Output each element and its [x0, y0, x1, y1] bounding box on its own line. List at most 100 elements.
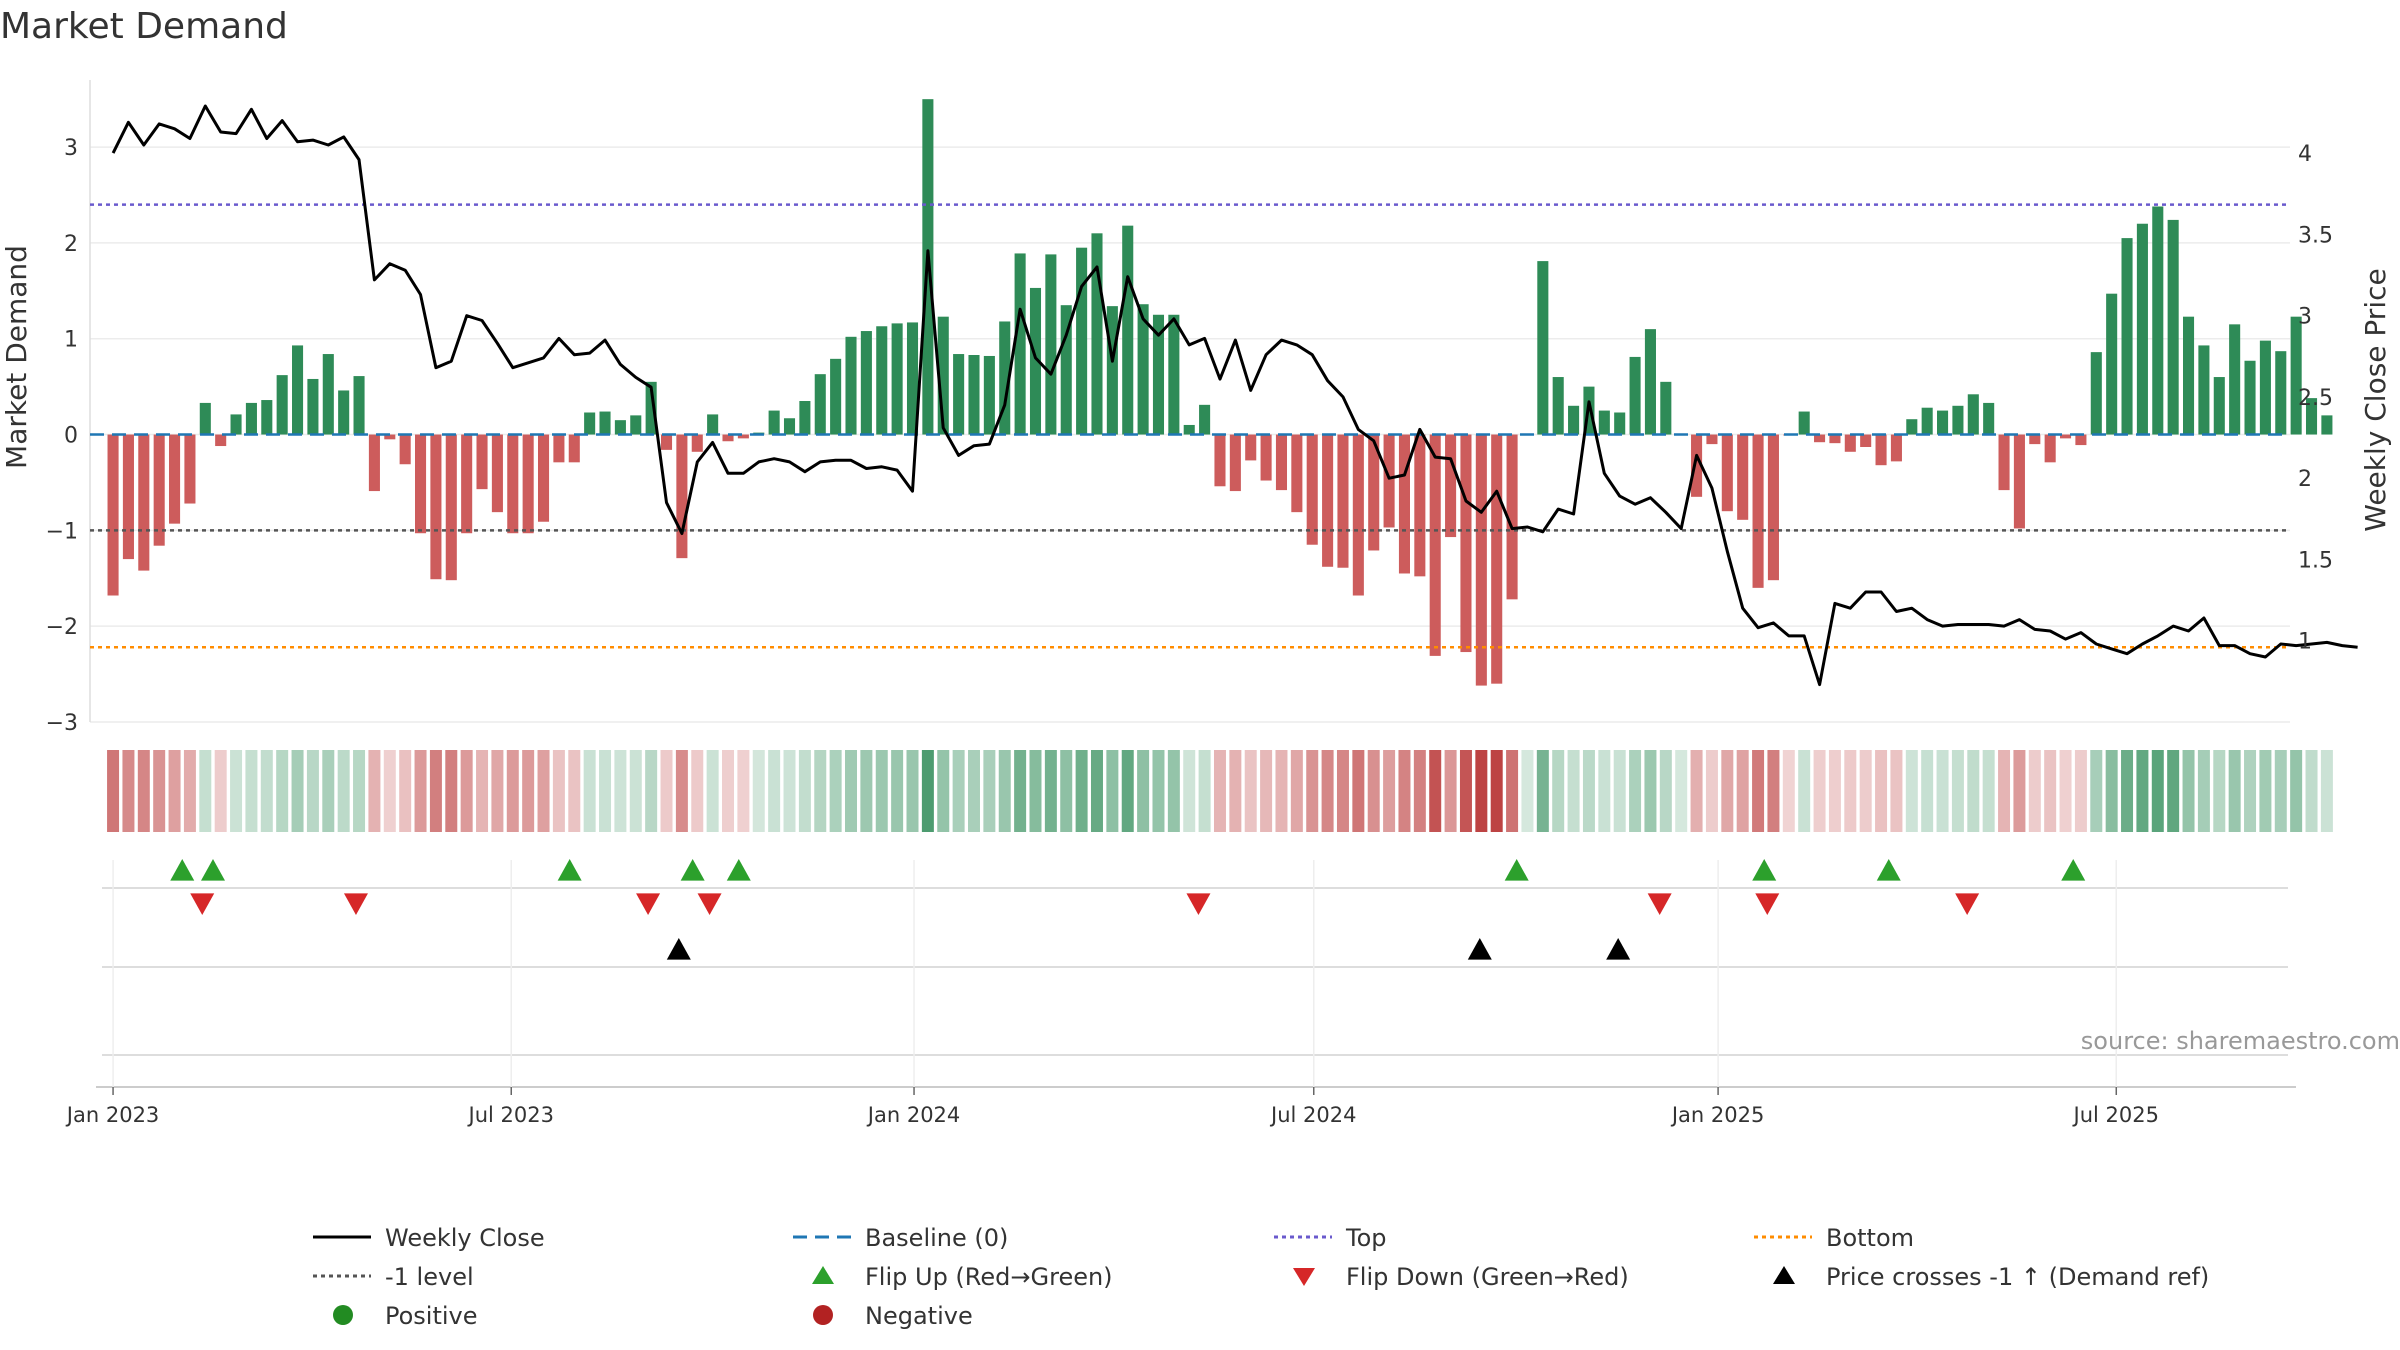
heat-cell — [1014, 750, 1027, 832]
flip-up-marker — [680, 859, 705, 881]
legend-item: Baseline (0) — [793, 1224, 1008, 1252]
demand-bar — [1168, 314, 1180, 435]
heat-cell — [1352, 750, 1365, 832]
heat-cell — [2059, 750, 2072, 832]
demand-bar — [2029, 434, 2041, 445]
heat-cell — [875, 750, 888, 832]
demand-bar — [1644, 329, 1656, 435]
heat-cell — [706, 750, 719, 832]
demand-bar — [307, 378, 319, 435]
heat-cell — [722, 750, 735, 832]
heat-cell — [2197, 750, 2210, 832]
price-series — [111, 104, 2358, 687]
heat-cell — [1659, 750, 1672, 832]
heat-cell — [998, 750, 1011, 832]
x-tick-label: Jan 2024 — [866, 1103, 961, 1127]
heat-cell — [783, 750, 796, 832]
heat-cell — [1444, 750, 1457, 832]
demand-bar — [1568, 405, 1580, 435]
demand-bar — [384, 434, 396, 440]
heat-cell — [1536, 750, 1549, 832]
heat-cell — [1598, 750, 1611, 832]
heat-cell — [798, 750, 811, 832]
heat-cell — [353, 750, 366, 832]
demand-bar — [107, 434, 119, 596]
heat-cell — [2259, 750, 2272, 832]
heat-cell — [1213, 750, 1226, 832]
demand-bar — [184, 434, 196, 504]
flip-up-marker — [200, 859, 225, 881]
demand-bar — [1322, 434, 1334, 567]
demand-bar — [1967, 394, 1979, 435]
heat-cell — [168, 750, 181, 832]
demand-bar — [860, 331, 872, 435]
heat-cell — [429, 750, 442, 832]
heat-cell — [491, 750, 504, 832]
demand-bar — [1737, 434, 1749, 520]
demand-bar — [2121, 238, 2133, 435]
heat-cell — [2105, 750, 2118, 832]
demand-bar — [153, 434, 165, 546]
demand-bar — [1137, 304, 1149, 435]
legend-item: -1 level — [313, 1263, 474, 1291]
heat-cell — [306, 750, 319, 832]
demand-bar — [983, 355, 995, 435]
demand-bar — [1721, 434, 1733, 512]
demand-bar — [1998, 434, 2010, 491]
heat-cell — [1767, 750, 1780, 832]
demand-bar — [2198, 345, 2210, 435]
heat-cell — [1321, 750, 1334, 832]
demand-bar — [1752, 434, 1764, 588]
heat-cell — [552, 750, 565, 832]
heat-cell — [245, 750, 258, 832]
y2-axis-label: Weekly Close Price — [2359, 268, 2392, 531]
demand-bar — [2013, 434, 2025, 529]
flip-down-marker — [1186, 893, 1211, 915]
legend-item: Negative — [813, 1302, 973, 1330]
y-axis-label: Market Demand — [0, 245, 33, 469]
heat-cell — [1875, 750, 1888, 832]
demand-bar — [2075, 434, 2087, 446]
demand-bar — [876, 326, 888, 435]
demand-bar — [1291, 434, 1303, 513]
heat-cell — [1828, 750, 1841, 832]
demand-bar — [1890, 434, 1902, 462]
demand-bar — [1414, 434, 1426, 577]
demand-bar — [1445, 434, 1457, 538]
demand-bar — [937, 316, 949, 435]
demand-bar — [1660, 381, 1672, 435]
demand-bar — [707, 414, 719, 435]
heat-cell — [1429, 750, 1442, 832]
heat-cell — [737, 750, 750, 832]
heat-cell — [2136, 750, 2149, 832]
heat-cell — [2121, 750, 2134, 832]
demand-bar — [999, 321, 1011, 435]
heat-cell — [1552, 750, 1565, 832]
demand-bar — [476, 434, 488, 490]
y2-tick-label: 1 — [2298, 630, 2312, 655]
heat-cell — [829, 750, 842, 832]
demand-bar — [553, 434, 565, 463]
heat-cell — [1183, 750, 1196, 832]
heat-cell — [614, 750, 627, 832]
heat-cell — [2244, 750, 2257, 832]
y-tick-label: 2 — [64, 232, 78, 257]
heat-cell — [2305, 750, 2318, 832]
heat-cell — [2290, 750, 2303, 832]
demand-bar — [507, 434, 519, 534]
demand-bar — [1029, 287, 1042, 435]
demand-bar — [2136, 223, 2148, 435]
legend-label: Price crosses -1 ↑ (Demand ref) — [1826, 1263, 2209, 1291]
demand-bar — [1122, 225, 1134, 435]
demand-bar — [1706, 434, 1718, 445]
heat-cell — [337, 750, 350, 832]
heat-cell — [368, 750, 381, 832]
demand-bar — [599, 411, 611, 435]
heat-cell — [1152, 750, 1165, 832]
heat-cell — [768, 750, 781, 832]
legend-label: Flip Down (Green→Red) — [1346, 1263, 1629, 1291]
heat-cell — [414, 750, 427, 832]
heat-cell — [1967, 750, 1980, 832]
